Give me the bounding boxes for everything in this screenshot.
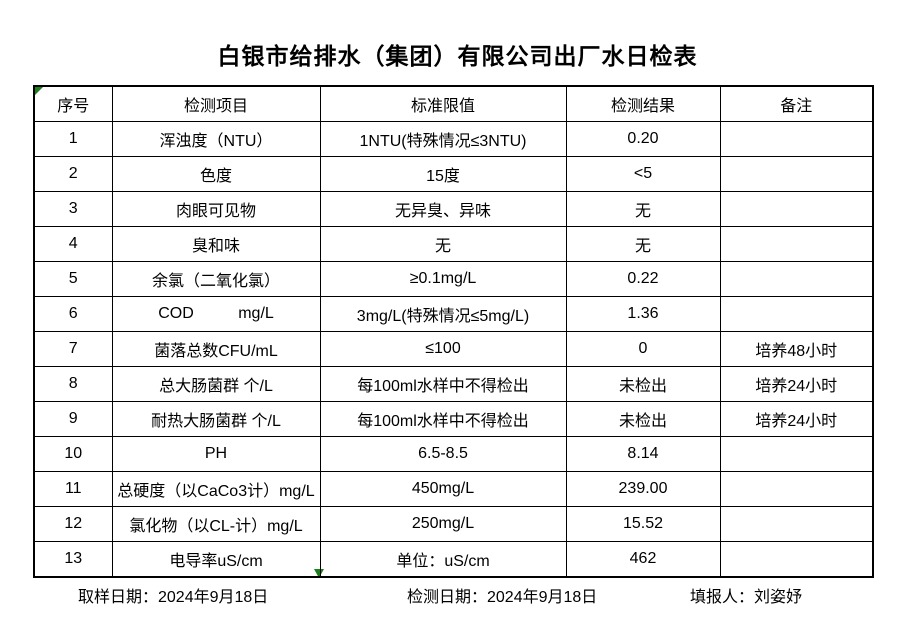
cell-note: [719, 121, 874, 157]
cell-standard: 无异臭、异味: [319, 191, 567, 227]
cell-note: [719, 436, 874, 472]
cell-result: <5: [565, 156, 721, 192]
table-row: 11 总硬度（以CaCo3计）mg/L 450mg/L 239.00: [33, 471, 874, 507]
col-header-item: 检测项目: [111, 85, 321, 122]
cell-standard: 450mg/L: [319, 471, 567, 507]
cell-note: 培养48小时: [719, 331, 874, 367]
cell-no: 13: [33, 541, 113, 578]
table-row: 5 余氯（二氧化氯） ≥0.1mg/L 0.22: [33, 261, 874, 297]
cell-item: 余氯（二氧化氯）: [111, 261, 321, 297]
cell-result: 0.20: [565, 121, 721, 157]
table-row: 8 总大肠菌群 个/L 每100ml水样中不得检出 未检出 培养24小时: [33, 366, 874, 402]
cell-standard: 无: [319, 226, 567, 262]
table-row: 2 色度 15度 <5: [33, 156, 874, 192]
cell-no: 5: [33, 261, 113, 297]
cell-result: 8.14: [565, 436, 721, 472]
testing-date-label: 检测日期：2024年9月18日: [407, 589, 598, 606]
cell-note: [719, 506, 874, 542]
cell-item: PH: [111, 436, 321, 472]
cell-note: 培养24小时: [719, 366, 874, 402]
cell-no: 8: [33, 366, 113, 402]
cell-note: [719, 541, 874, 578]
cell-item: 肉眼可见物: [111, 191, 321, 227]
cell-no: 7: [33, 331, 113, 367]
cell-standard: 6.5-8.5: [319, 436, 567, 472]
cell-standard: ≥0.1mg/L: [319, 261, 567, 297]
col-header-result: 检测结果: [565, 85, 721, 122]
cell-standard: 单位：uS/cm: [319, 541, 567, 578]
cell-item: 氯化物（以CL-计）mg/L: [111, 506, 321, 542]
cell-item: COD mg/L: [111, 296, 321, 332]
cell-result: 0: [565, 331, 721, 367]
cell-no: 11: [33, 471, 113, 507]
cell-item: 电导率uS/cm: [111, 541, 321, 578]
table-row: 9 耐热大肠菌群 个/L 每100ml水样中不得检出 未检出 培养24小时: [33, 401, 874, 437]
cell-result: 0.22: [565, 261, 721, 297]
table-row: 3 肉眼可见物 无异臭、异味 无: [33, 191, 874, 227]
cell-item: 色度: [111, 156, 321, 192]
col-header-standard: 标准限值: [319, 85, 567, 122]
cell-note: [719, 296, 874, 332]
table-row: 6 COD mg/L 3mg/L(特殊情况≤5mg/L) 1.36: [33, 296, 874, 332]
cell-item: 浑浊度（NTU）: [111, 121, 321, 157]
cell-standard: 每100ml水样中不得检出: [319, 366, 567, 402]
header-row: 序号 检测项目 标准限值 检测结果 备注: [33, 85, 874, 122]
table-row: 4 臭和味 无 无: [33, 226, 874, 262]
table-row: 13 电导率uS/cm 单位：uS/cm 462: [33, 541, 874, 578]
cell-result: 无: [565, 191, 721, 227]
cell-no: 6: [33, 296, 113, 332]
page-title: 白银市给排水（集团）有限公司出厂水日检表: [217, 43, 698, 69]
cell-no: 10: [33, 436, 113, 472]
cell-note: [719, 226, 874, 262]
cell-standard: 每100ml水样中不得检出: [319, 401, 567, 437]
table-row: 10 PH 6.5-8.5 8.14: [33, 436, 874, 472]
cell-item: 臭和味: [111, 226, 321, 262]
cell-result: 未检出: [565, 401, 721, 437]
cell-no: 9: [33, 401, 113, 437]
footer-line: 取样日期：2024年9月18日 检测日期：2024年9月18日 填报人：刘姿妤: [0, 583, 915, 606]
cell-result: 462: [565, 541, 721, 578]
col-header-no: 序号: [33, 85, 113, 122]
reporter-label: 填报人：刘姿妤: [690, 589, 803, 606]
cell-no: 4: [33, 226, 113, 262]
table-row: 7 菌落总数CFU/mL ≤100 0 培养48小时: [33, 331, 874, 367]
cell-note: [719, 156, 874, 192]
cell-item: 耐热大肠菌群 个/L: [111, 401, 321, 437]
cell-standard: 250mg/L: [319, 506, 567, 542]
cell-standard: 15度: [319, 156, 567, 192]
inspection-table: 序号 检测项目 标准限值 检测结果 备注 1 浑浊度（NTU） 1NTU(特殊情…: [33, 85, 874, 578]
cell-result: 无: [565, 226, 721, 262]
cell-no: 3: [33, 191, 113, 227]
cell-no: 1: [33, 121, 113, 157]
cell-result: 15.52: [565, 506, 721, 542]
cell-no: 2: [33, 156, 113, 192]
table-row: 12 氯化物（以CL-计）mg/L 250mg/L 15.52: [33, 506, 874, 542]
table-row: 1 浑浊度（NTU） 1NTU(特殊情况≤3NTU) 0.20: [33, 121, 874, 157]
cell-note: 培养24小时: [719, 401, 874, 437]
col-header-note: 备注: [719, 85, 874, 122]
cell-item: 总大肠菌群 个/L: [111, 366, 321, 402]
cell-standard: 1NTU(特殊情况≤3NTU): [319, 121, 567, 157]
cell-note: [719, 261, 874, 297]
cell-standard: ≤100: [319, 331, 567, 367]
cell-result: 1.36: [565, 296, 721, 332]
cell-item: 菌落总数CFU/mL: [111, 331, 321, 367]
sampling-date-label: 取样日期：2024年9月18日: [78, 589, 269, 606]
cell-note: [719, 471, 874, 507]
cell-note: [719, 191, 874, 227]
cell-result: 239.00: [565, 471, 721, 507]
cell-no: 12: [33, 506, 113, 542]
cell-item: 总硬度（以CaCo3计）mg/L: [111, 471, 321, 507]
cell-standard: 3mg/L(特殊情况≤5mg/L): [319, 296, 567, 332]
cell-result: 未检出: [565, 366, 721, 402]
